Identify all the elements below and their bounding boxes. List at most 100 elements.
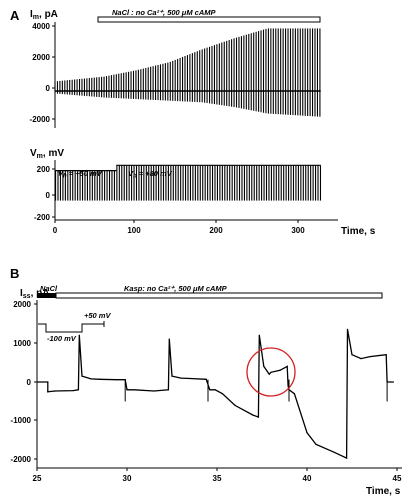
voltage-step (86, 170, 88, 201)
voltage-step (305, 165, 307, 201)
voltage-step (290, 165, 292, 201)
voltage-step (197, 165, 199, 201)
voltage-step (273, 165, 275, 201)
vm-y-tick-label: -200 (34, 213, 51, 222)
voltage-step (302, 165, 304, 201)
voltage-step (275, 165, 277, 201)
voltage-step (202, 165, 204, 201)
voltage-step (317, 165, 319, 201)
current-trace-b-point (47, 391, 49, 393)
current-trace-b-point (221, 393, 223, 395)
voltage-step (229, 165, 231, 201)
current-trace-b-point (36, 381, 38, 383)
voltage-step (106, 170, 108, 201)
iss-x-ticks: 25 30 35 40 45 (33, 468, 402, 483)
voltage-step (108, 170, 111, 201)
voltage-step (251, 165, 253, 201)
voltage-step (62, 170, 64, 201)
iss-x-tick-label: 45 (393, 474, 402, 483)
voltage-step (292, 165, 295, 201)
voltage-step (94, 170, 96, 201)
vm-axis-label: Vm, mV (30, 148, 64, 160)
voltage-step (214, 165, 216, 201)
voltage-step (116, 165, 118, 201)
current-trace-b-point (153, 390, 155, 392)
current-trace-b-point (189, 377, 191, 380)
voltage-step (180, 165, 182, 201)
im-axis-label: Im, pA (30, 9, 58, 21)
vm-x-axis-label: Time, s (341, 226, 376, 237)
solution-bar-a (97, 16, 321, 23)
voltage-step (300, 165, 302, 201)
vm-y-tick-label: 0 (46, 191, 51, 200)
voltage-step (89, 170, 91, 201)
vm-x-tick-label: 0 (53, 226, 58, 235)
current-trace-b-point (392, 381, 394, 383)
voltage-step (209, 165, 211, 201)
current-trace-b-point (115, 379, 117, 381)
voltage-step (167, 165, 169, 201)
voltage-step (204, 165, 206, 201)
voltage-step (319, 165, 322, 201)
voltage-step (55, 170, 57, 201)
current-trace-b-point (47, 381, 49, 383)
iss-y-tick-label: -2000 (11, 455, 32, 464)
current-trace-b-point (385, 354, 387, 356)
voltage-step (253, 165, 255, 201)
im-y-tick-label: 0 (46, 84, 51, 93)
voltage-step (288, 165, 290, 201)
voltage-step (123, 165, 125, 201)
current-trace-b-line (37, 329, 394, 460)
current-trace-b-point (133, 389, 135, 391)
current-trace-b-point (257, 416, 259, 418)
voltage-step (189, 165, 192, 201)
voltage-step (307, 165, 309, 201)
voltage-step (216, 165, 218, 201)
voltage-step (155, 165, 157, 201)
voltage-step (248, 165, 250, 201)
voltage-step (243, 165, 245, 201)
voltage-step (175, 165, 177, 201)
current-trace-b-point (279, 369, 281, 371)
voltage-step (310, 165, 312, 201)
voltage-step (91, 170, 93, 201)
iss-x-tick-label: 30 (123, 474, 132, 483)
current-trace-b-point (209, 389, 211, 391)
current-trace-b-point (99, 378, 101, 380)
voltage-step (145, 165, 147, 201)
voltage-step (121, 165, 123, 201)
voltage-step (238, 165, 241, 201)
voltage-step (81, 170, 84, 201)
iss-x-tick-label: 40 (303, 474, 312, 483)
voltage-step (261, 165, 263, 201)
voltage-step (199, 165, 201, 201)
voltage-step (135, 165, 138, 201)
voltage-step (162, 165, 165, 201)
current-trace-b (36, 328, 394, 460)
voltage-step (295, 165, 297, 201)
nacl-bar (38, 293, 56, 298)
voltage-step (258, 165, 260, 201)
voltage-step (246, 165, 248, 201)
voltage-step (111, 170, 113, 201)
current-trace-b-point (205, 378, 207, 380)
vm-y-tick-label: 200 (37, 165, 51, 174)
voltage-step (241, 165, 243, 201)
voltage-step (182, 165, 184, 201)
current-trace-b-point (268, 373, 270, 375)
voltage-step (285, 165, 287, 201)
voltage-step (84, 170, 86, 201)
current-trace-b-point (77, 389, 79, 391)
inset-label-minus100: -100 mV (47, 334, 77, 343)
voltage-step (211, 165, 214, 201)
current-trace-b-point (346, 328, 349, 330)
voltage-step (192, 165, 194, 201)
iss-x-axis-label: Time, s (366, 486, 401, 497)
voltage-step (158, 165, 160, 201)
voltage-step (118, 165, 120, 201)
voltage-step (283, 165, 285, 201)
voltage-step (256, 165, 258, 201)
current-trace-b-point (126, 389, 128, 391)
voltage-step (231, 165, 233, 201)
